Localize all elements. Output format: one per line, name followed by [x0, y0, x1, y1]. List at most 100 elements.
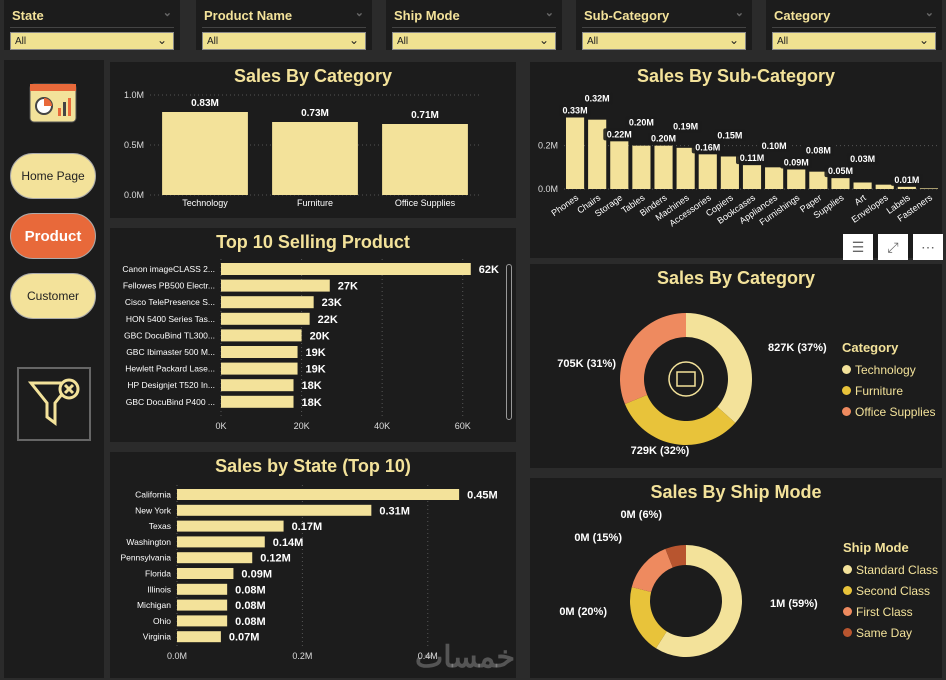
slicer-dropdown[interactable]: All ⌄	[392, 32, 556, 50]
bar	[162, 112, 248, 195]
data-label: 0.16M	[695, 142, 720, 152]
data-label: 19K	[306, 364, 326, 376]
legend-dot	[843, 628, 852, 637]
data-label: 0.09M	[241, 569, 272, 581]
bar	[177, 520, 284, 532]
slicer-value: All	[15, 36, 27, 47]
slicer-ship-mode: Ship Mode ⌄ All ⌄	[386, 0, 562, 50]
data-label-bg	[802, 144, 835, 157]
slicer-dropdown[interactable]: All ⌄	[10, 32, 174, 50]
legend-item[interactable]: Second Class	[843, 580, 938, 601]
navigation-panel: Home Page Product Customer	[4, 60, 104, 678]
bar	[809, 171, 828, 189]
data-label-bg	[824, 165, 857, 178]
legend-item[interactable]: Technology	[842, 359, 936, 380]
clear-filter-icon[interactable]	[17, 367, 91, 441]
data-label-bg	[581, 92, 614, 105]
y-tick-label: Michigan	[137, 600, 171, 610]
bar	[221, 379, 294, 392]
ship-mode-donut-chart: 1M (59%) 0M (20%) 0M (15%) 0M (6%)	[559, 509, 818, 657]
legend-item[interactable]: First Class	[843, 601, 938, 622]
data-label: 0.31M	[379, 505, 410, 517]
y-tick-label: 0.0M	[538, 184, 558, 194]
data-label: 0.08M	[235, 600, 266, 612]
bar	[177, 552, 253, 564]
chevron-down-icon[interactable]: ⌄	[544, 7, 554, 19]
ship-mode-donut-panel: Sales By Ship Mode 1M (59%) 0M (20%) 0M (1…	[530, 478, 942, 678]
chevron-down-icon[interactable]: ⌄	[162, 7, 172, 19]
legend-dot	[842, 386, 851, 395]
chevron-down-icon[interactable]: ⌄	[734, 7, 744, 19]
sales-by-category-bar-panel: Sales By Category 0.0M 0.5M 1.0M 0.83M Techn…	[110, 62, 516, 218]
bar	[221, 362, 298, 375]
analytics-icon-screen	[676, 371, 696, 387]
customer-button[interactable]: Customer	[10, 273, 96, 319]
bar	[897, 186, 916, 189]
chart-title: Sales By Ship Mode	[650, 482, 822, 502]
bar	[177, 504, 372, 516]
data-label-bg	[890, 173, 923, 186]
bar	[382, 124, 468, 195]
donut-slice	[630, 587, 667, 649]
scrollbar[interactable]	[506, 264, 512, 420]
top-10-product-chart: 0K 20K 40K 60K Canon imageCLASS 2... 62K Fello…	[122, 259, 499, 431]
focus-mode-icon[interactable]: ⤢	[878, 234, 908, 260]
slicer-dropdown[interactable]: All ⌄	[772, 32, 936, 50]
data-label-bg	[669, 120, 702, 133]
data-label: 22K	[318, 314, 338, 326]
legend-item[interactable]: Office Supplies	[842, 401, 936, 422]
bar	[720, 156, 739, 189]
x-tick-label: 60K	[455, 421, 471, 431]
y-tick-label: 1.0M	[124, 90, 144, 100]
legend-label: Office Supplies	[855, 404, 936, 419]
chevron-down-icon: ⌄	[538, 33, 549, 47]
more-options-icon[interactable]: ⋯	[913, 234, 943, 260]
category-donut-chart: 827K (37%) 729K (32%) 705K (31%)	[557, 313, 827, 457]
data-label: 827K (37%)	[768, 342, 827, 354]
bar	[787, 169, 806, 189]
data-label: 0.83M	[191, 98, 219, 109]
data-label: 23K	[322, 297, 342, 309]
data-label: 0.17M	[292, 521, 323, 533]
data-label: 1M (59%)	[770, 598, 818, 610]
legend-item[interactable]: Standard Class	[843, 559, 938, 580]
data-label: 0.05M	[828, 166, 853, 176]
watermark: خمسات	[415, 641, 516, 674]
legend-item[interactable]: Furniture	[842, 380, 936, 401]
ship-mode-legend: Ship Mode Standard Class Second Class First…	[843, 540, 938, 643]
data-label: 0.20M	[651, 134, 676, 144]
chevron-down-icon[interactable]: ⌄	[354, 7, 364, 19]
y-tick-label: Illinois	[147, 584, 171, 594]
product-button[interactable]: Product	[10, 213, 96, 259]
data-label: 0.08M	[235, 616, 266, 628]
x-tick-label: 20K	[294, 421, 310, 431]
y-tick-label: GBC Ibimaster 500 M...	[126, 347, 215, 357]
chevron-down-icon[interactable]: ⌄	[924, 7, 934, 19]
slicer-title: State	[12, 8, 44, 23]
data-label: 0M (20%)	[559, 606, 607, 618]
slicer-dropdown[interactable]: All ⌄	[582, 32, 746, 50]
data-label: 0.19M	[673, 122, 698, 132]
data-label: 0M (6%)	[620, 509, 662, 521]
home-page-button[interactable]: Home Page	[10, 153, 96, 199]
x-tick-label: 40K	[374, 421, 390, 431]
x-tick-label: 0.0M	[167, 651, 187, 661]
y-tick-label: Virginia	[143, 632, 171, 642]
legend-item[interactable]: Same Day	[843, 622, 938, 643]
donut-slice	[631, 548, 673, 593]
filter-icon[interactable]: ☰	[843, 234, 873, 260]
legend-dot	[842, 365, 851, 374]
data-label: 0.15M	[717, 130, 742, 140]
data-label: 0.11M	[740, 153, 765, 163]
chart-title: Sales By Category	[656, 268, 816, 288]
bar	[221, 312, 310, 325]
category-legend: Category Technology Furniture Office Suppli…	[842, 340, 936, 422]
y-tick-label: HP Designjet T520 In...	[127, 380, 215, 390]
data-label: 0.12M	[260, 553, 291, 565]
slicer-state: State ⌄ All ⌄	[4, 0, 180, 50]
chart-title: Sales By Sub-Category	[636, 66, 836, 86]
y-tick-label: Canon imageCLASS 2...	[122, 264, 215, 274]
slicer-dropdown[interactable]: All ⌄	[202, 32, 366, 50]
y-tick-label: Fellowes PB500 Electr...	[123, 281, 215, 291]
sales-by-category-bar-chart: 0.0M 0.5M 1.0M 0.83M Technology 0.73M Furnitur…	[124, 90, 480, 208]
